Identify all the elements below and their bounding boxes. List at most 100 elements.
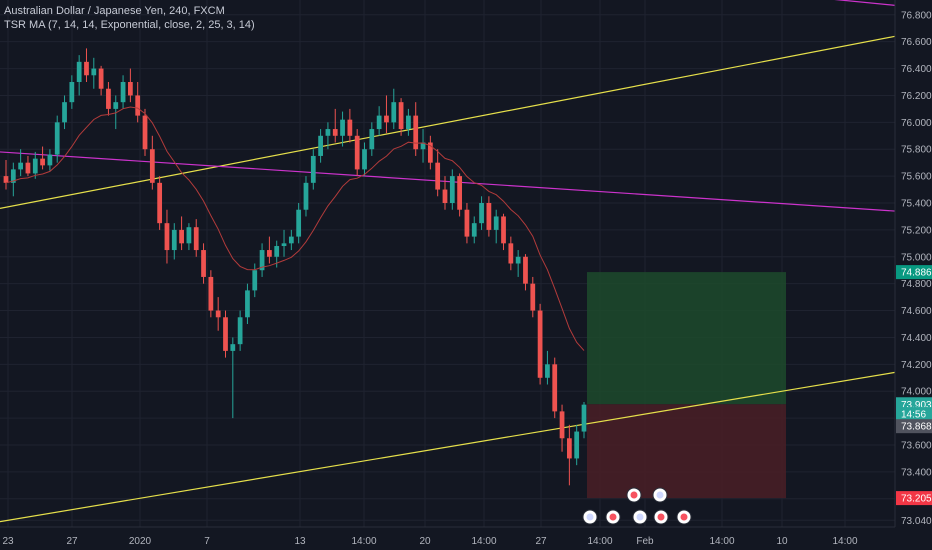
candle-body — [398, 102, 404, 130]
y-tick-label: 75.000 — [901, 252, 932, 263]
candle-body — [215, 310, 221, 318]
candle-body — [545, 364, 550, 378]
indicator-legend[interactable]: TSR MA (7, 14, 14, Exponential, close, 2… — [4, 19, 255, 31]
candle-body — [310, 155, 316, 183]
candle-body — [332, 129, 338, 136]
price-tag — [896, 491, 932, 506]
y-tick-label: 75.400 — [901, 199, 932, 210]
y-tick-label: 74.400 — [901, 333, 932, 344]
event-flag-icon — [656, 491, 664, 499]
trend-lines[interactable] — [0, 0, 896, 523]
candle-body — [54, 122, 60, 155]
candle-body — [281, 243, 287, 247]
candle-body — [501, 216, 506, 244]
economic-events[interactable] — [582, 487, 692, 525]
candle-body — [230, 344, 236, 351]
candle-body — [259, 250, 265, 271]
upper-channel-line[interactable] — [0, 35, 896, 209]
candle-body — [559, 411, 565, 439]
candle-body — [347, 119, 353, 136]
candle-body — [179, 229, 184, 244]
candle-body — [84, 61, 89, 76]
candle-body — [10, 169, 16, 183]
candle-body — [120, 82, 126, 103]
candle-body — [581, 404, 587, 432]
x-tick-label: 10 — [776, 536, 788, 547]
candle-body — [69, 82, 75, 103]
event-flag-icon — [609, 513, 617, 521]
candle-body — [471, 223, 477, 237]
candle-body — [25, 162, 31, 174]
magenta-top-line[interactable] — [820, 0, 896, 6]
x-tick-label: 27 — [66, 536, 78, 547]
candle-body — [457, 176, 462, 210]
y-tick-label: 73.400 — [901, 467, 932, 478]
long-position-zones[interactable] — [587, 272, 786, 499]
candle-body — [442, 189, 448, 204]
candle-body — [208, 276, 214, 311]
x-tick-label: 14:00 — [351, 536, 376, 547]
candle-body — [98, 68, 104, 89]
candle-body — [523, 256, 528, 284]
candle-body — [493, 216, 499, 230]
candle-body — [435, 162, 441, 190]
y-tick-label: 76.400 — [901, 64, 932, 75]
candle-body — [288, 236, 294, 244]
candle-body — [237, 317, 243, 345]
price-tag-label: 73.205 — [901, 494, 932, 505]
x-tick-label: 2020 — [129, 536, 152, 547]
candle-body — [142, 115, 148, 150]
profit-target-zone[interactable] — [587, 272, 786, 405]
candle-body — [274, 246, 280, 257]
candle-body — [128, 82, 133, 96]
candle-body — [18, 162, 24, 170]
candle-body — [318, 135, 323, 156]
candle-body — [574, 431, 580, 459]
candle-body — [32, 158, 38, 174]
candle-body — [296, 209, 302, 237]
candle-body — [267, 250, 272, 257]
candle-body — [149, 149, 155, 183]
candle-body — [201, 250, 206, 277]
tsr-ma-line — [5, 106, 585, 351]
price-tag-label: 14:56 — [901, 410, 926, 421]
candle-body — [552, 364, 558, 412]
candle-body — [376, 115, 382, 130]
symbol-title[interactable]: Australian Dollar / Japanese Yen, 240, F… — [4, 5, 225, 17]
candle-body — [171, 229, 177, 251]
candle-body — [91, 68, 97, 76]
y-tick-label: 76.000 — [901, 118, 932, 129]
price-tag-label: 73.868 — [901, 422, 932, 433]
candle-body — [508, 243, 514, 264]
lower-channel-line[interactable] — [0, 371, 896, 523]
event-flag-icon — [630, 491, 638, 499]
candle-body — [464, 209, 470, 237]
y-tick-label: 73.600 — [901, 440, 932, 451]
y-tick-label: 75.600 — [901, 172, 932, 183]
magenta-trend-line[interactable] — [0, 151, 896, 212]
candle-body — [340, 119, 345, 136]
y-tick-label: 76.600 — [901, 37, 932, 48]
x-tick-label: 23 — [2, 536, 14, 547]
candle-body — [354, 135, 360, 170]
price-tag — [896, 407, 932, 422]
x-tick-label: 27 — [535, 536, 547, 547]
candle-body — [223, 317, 228, 351]
y-tick-label: 74.800 — [901, 279, 932, 290]
candle-body — [193, 227, 199, 251]
candle-body — [537, 310, 543, 378]
candle-body — [530, 283, 536, 311]
stop-loss-zone[interactable] — [587, 404, 786, 499]
candle-body — [62, 102, 67, 123]
candle-body — [391, 102, 397, 123]
candle-body — [479, 203, 484, 224]
event-flag-icon — [680, 513, 688, 521]
price-tag-label: 73.903 — [901, 400, 932, 411]
candle-body — [47, 154, 53, 166]
candle-body — [157, 182, 163, 224]
candle-body — [420, 142, 426, 150]
y-tick-label: 76.800 — [901, 10, 932, 21]
candle-body — [76, 61, 82, 83]
candle-body — [362, 149, 367, 170]
